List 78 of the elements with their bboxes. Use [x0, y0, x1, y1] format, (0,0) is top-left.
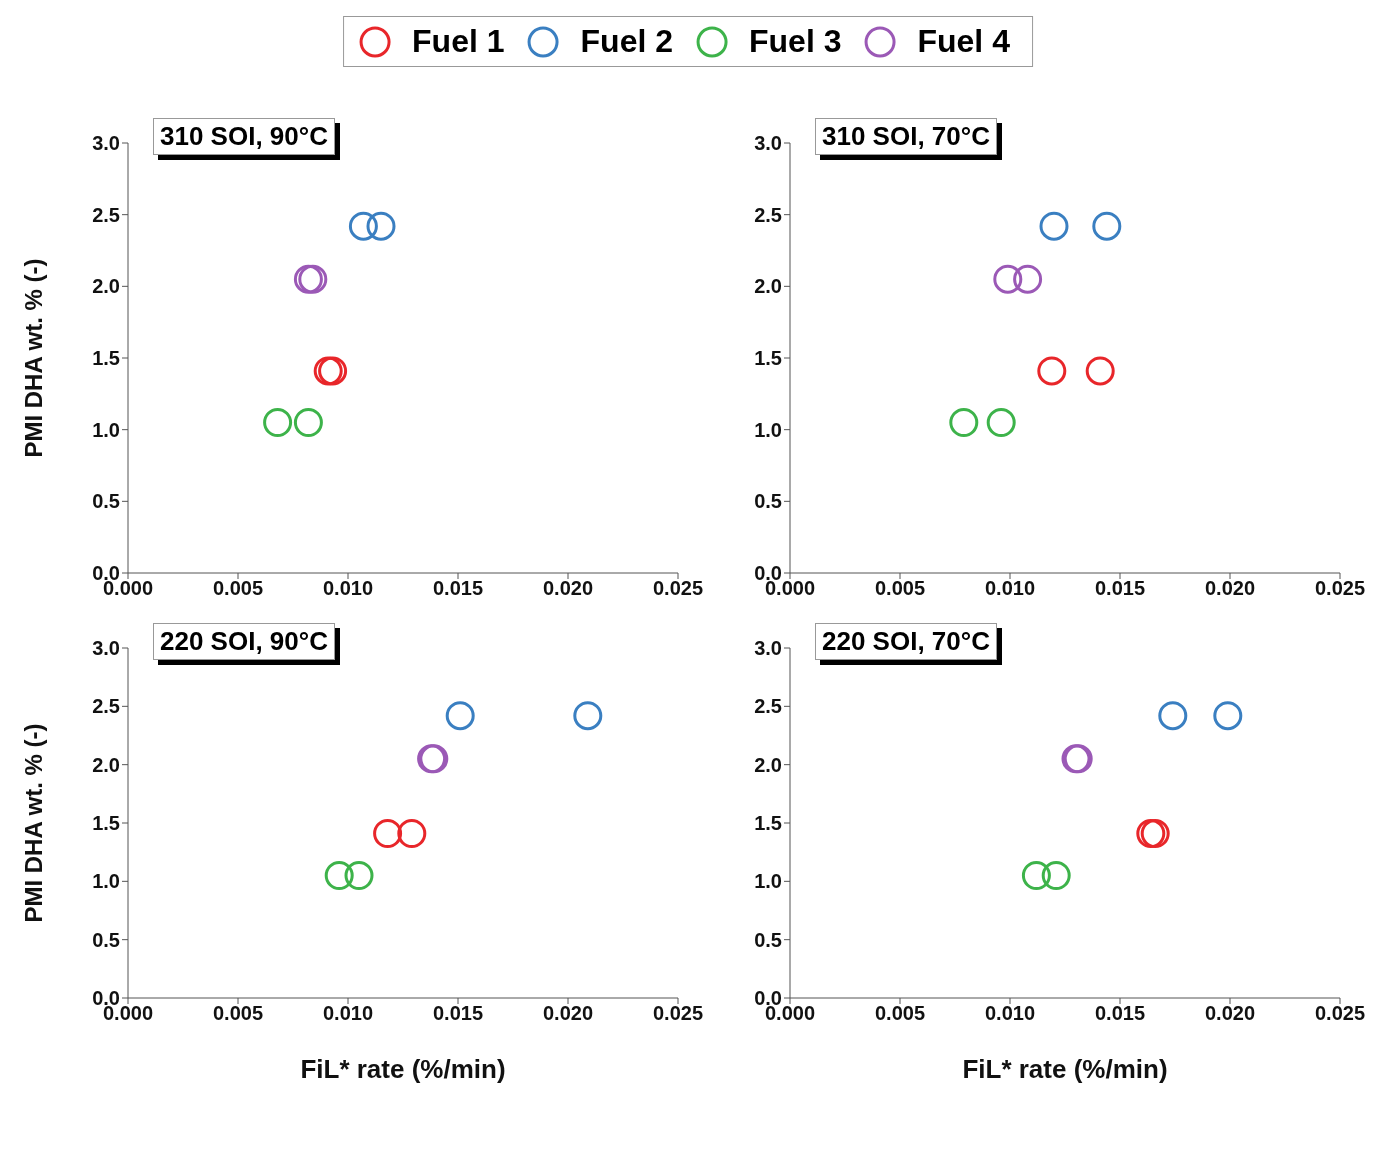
x-tick-label: 0.010	[322, 577, 374, 600]
x-tick-label: 0.025	[652, 1002, 704, 1025]
point	[573, 701, 603, 731]
y-tick-label: 2.0	[92, 753, 120, 776]
y-tick-label: 2.0	[754, 753, 782, 776]
y-tick-label: 2.5	[754, 695, 782, 718]
x-tick-label: 0.020	[542, 577, 594, 600]
x-axis-title: FiL* rate (%/min)	[962, 1054, 1168, 1084]
x-tick-label: 0.015	[1094, 1002, 1146, 1025]
y-tick-label: 0.5	[92, 928, 120, 951]
point	[1037, 356, 1067, 386]
point	[373, 819, 403, 848]
x-axis-title: FiL* rate (%/min)	[300, 1054, 506, 1084]
point	[1021, 861, 1051, 890]
x-tick-label: 0.005	[874, 1002, 926, 1025]
y-tick-label: 2.0	[754, 275, 782, 298]
y-tick-label: 1.5	[92, 347, 120, 370]
point	[986, 408, 1016, 437]
legend-label: Fuel 3	[749, 23, 842, 60]
x-tick-label: 0.005	[212, 1002, 264, 1025]
x-tick-label: 0.010	[984, 1002, 1036, 1025]
chart-title: 220 SOI, 90°C	[153, 623, 335, 660]
legend-label: Fuel 2	[580, 23, 673, 60]
y-tick-label: 1.0	[92, 870, 120, 893]
point	[263, 408, 293, 437]
x-tick-label: 0.025	[1314, 1002, 1366, 1025]
y-tick-label: 1.5	[92, 812, 120, 835]
x-tick-label: 0.005	[212, 577, 264, 600]
y-tick-label: 2.5	[92, 203, 120, 226]
y-tick-label: 3.0	[754, 132, 782, 155]
y-tick-label: 1.5	[754, 812, 782, 835]
chart-title: 310 SOI, 70°C	[815, 118, 997, 155]
y-tick-label: 0.5	[754, 490, 782, 513]
y-axis-title: PMI DHA wt. % (-)	[19, 258, 47, 458]
x-tick-label: 0.020	[542, 1002, 594, 1025]
y-tick-label: 3.0	[92, 132, 120, 155]
point	[348, 211, 378, 241]
y-tick-label: 0.5	[92, 490, 120, 513]
x-tick-label: 0.025	[652, 577, 704, 600]
chart-title: 310 SOI, 90°C	[153, 118, 335, 155]
point	[1158, 701, 1188, 731]
x-tick-label: 0.020	[1204, 577, 1256, 600]
x-tick-label: 0.010	[984, 577, 1036, 600]
y-tick-label: 1.0	[754, 418, 782, 441]
y-tick-label: 3.0	[92, 637, 120, 660]
point	[1013, 264, 1043, 294]
point	[324, 861, 354, 890]
point	[344, 861, 374, 890]
point	[445, 701, 475, 731]
y-tick-label: 3.0	[754, 637, 782, 660]
x-tick-label: 0.015	[1094, 577, 1146, 600]
chart-title: 220 SOI, 70°C	[815, 623, 997, 660]
y-axis-title: PMI DHA wt. % (-)	[19, 723, 47, 923]
x-tick-label: 0.010	[322, 1002, 374, 1025]
point	[1213, 701, 1243, 731]
legend-label: Fuel 4	[917, 23, 1010, 60]
point	[397, 819, 427, 848]
y-tick-label: 2.0	[92, 275, 120, 298]
y-tick-label: 2.5	[754, 203, 782, 226]
point	[366, 211, 396, 241]
y-tick-label: 1.0	[754, 870, 782, 893]
point	[1039, 211, 1069, 241]
point	[1041, 861, 1071, 890]
point	[1092, 211, 1122, 241]
y-tick-label: 2.5	[92, 695, 120, 718]
point	[993, 264, 1023, 294]
point	[293, 408, 323, 437]
x-tick-label: 0.025	[1314, 577, 1366, 600]
x-tick-label: 0.005	[874, 577, 926, 600]
y-tick-label: 1.5	[754, 347, 782, 370]
legend-label: Fuel 1	[412, 23, 505, 60]
point	[1085, 356, 1115, 386]
y-tick-label: 1.0	[92, 418, 120, 441]
y-tick-label: 0.5	[754, 928, 782, 951]
x-tick-label: 0.015	[432, 1002, 484, 1025]
x-tick-label: 0.020	[1204, 1002, 1256, 1025]
point	[949, 408, 979, 437]
x-tick-label: 0.015	[432, 577, 484, 600]
